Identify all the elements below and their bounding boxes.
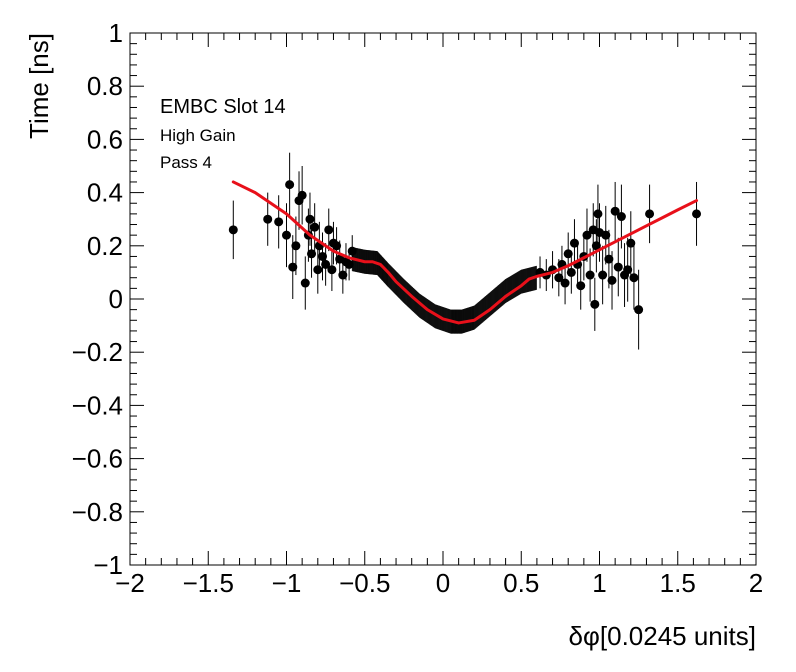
data-point-54 xyxy=(623,265,633,275)
data-point-49 xyxy=(607,275,617,285)
annotation-1: High Gain xyxy=(160,126,236,145)
annotation-0: EMBC Slot 14 xyxy=(160,96,286,118)
data-point-40 xyxy=(585,270,595,280)
x-tick-label: 1.5 xyxy=(660,568,696,598)
y-tick-label: −0.6 xyxy=(72,444,123,474)
x-axis-title: δφ[0.0245 units] xyxy=(569,621,756,651)
data-point-47 xyxy=(601,230,611,240)
annotation-2: Pass 4 xyxy=(160,153,212,172)
x-tick-label: −2 xyxy=(115,568,145,598)
y-tick-label: 0 xyxy=(109,284,123,314)
y-tick-label: 0.6 xyxy=(87,124,123,154)
data-point-2 xyxy=(274,217,284,227)
data-point-52 xyxy=(616,212,626,222)
y-tick-label: 0.4 xyxy=(87,178,123,208)
data-point-12 xyxy=(307,249,317,259)
fit-line xyxy=(231,180,699,325)
data-point-57 xyxy=(634,305,644,315)
axis-labels-layer: −2 −1.5 −1 −0.5 0 0.5 1 1.5 2 −1 −0.8 −0.6 −0.4 −0.2 0… xyxy=(24,18,763,651)
data-point-11 xyxy=(305,214,315,224)
data-points-layer xyxy=(228,152,702,350)
data-point-50 xyxy=(610,206,620,216)
y-tick-label: −0.4 xyxy=(72,390,123,420)
y-tick-label: 0.2 xyxy=(87,231,123,261)
axis-ticks-layer xyxy=(129,32,757,566)
data-point-51 xyxy=(613,262,623,272)
data-point-37 xyxy=(576,281,586,291)
data-point-46 xyxy=(598,270,608,280)
y-tick-label: −1 xyxy=(93,550,123,580)
data-point-43 xyxy=(591,241,601,251)
data-point-33 xyxy=(563,249,573,259)
x-tick-label: 0 xyxy=(436,568,450,598)
data-point-13 xyxy=(310,222,320,232)
data-point-35 xyxy=(569,238,579,248)
data-point-14 xyxy=(313,265,323,275)
y-tick-label: −0.8 xyxy=(72,497,123,527)
data-point-56 xyxy=(629,273,639,283)
data-point-42 xyxy=(590,299,600,309)
data-point-9 xyxy=(300,278,310,288)
data-point-44 xyxy=(593,209,603,219)
data-point-19 xyxy=(327,265,337,275)
data-point-34 xyxy=(566,267,576,277)
data-point-18 xyxy=(324,225,334,235)
data-point-0 xyxy=(228,225,238,235)
data-point-16 xyxy=(317,251,327,261)
data-point-5 xyxy=(288,262,298,272)
data-point-25 xyxy=(344,259,354,269)
data-point-48 xyxy=(604,254,614,264)
data-point-21 xyxy=(332,241,342,251)
data-point-55 xyxy=(626,238,636,248)
data-point-58 xyxy=(645,209,655,219)
data-point-26 xyxy=(347,246,357,256)
data-point-30 xyxy=(554,273,564,283)
data-point-59 xyxy=(692,209,702,219)
data-point-32 xyxy=(560,278,570,288)
y-tick-label: 1 xyxy=(109,18,123,48)
x-tick-label: −1.5 xyxy=(183,568,234,598)
x-tick-label: 0.5 xyxy=(503,568,539,598)
data-point-6 xyxy=(291,241,301,251)
fit-line-layer xyxy=(231,180,699,325)
data-point-3 xyxy=(282,230,291,240)
data-point-23 xyxy=(338,270,348,280)
data-point-1 xyxy=(263,214,273,224)
data-point-4 xyxy=(285,180,295,190)
y-tick-label: 0.8 xyxy=(87,71,123,101)
y-axis-title: Time [ns] xyxy=(24,33,54,139)
data-point-8 xyxy=(297,190,307,200)
data-point-39 xyxy=(582,230,592,240)
x-tick-label: 2 xyxy=(749,568,763,598)
x-tick-label: −0.5 xyxy=(339,568,390,598)
annotation-layer: EMBC Slot 14 High Gain Pass 4 xyxy=(160,96,286,172)
y-tick-label: −0.2 xyxy=(72,337,123,367)
x-tick-label: −1 xyxy=(272,568,302,598)
x-tick-label: 1 xyxy=(592,568,606,598)
data-point-17 xyxy=(321,259,331,269)
